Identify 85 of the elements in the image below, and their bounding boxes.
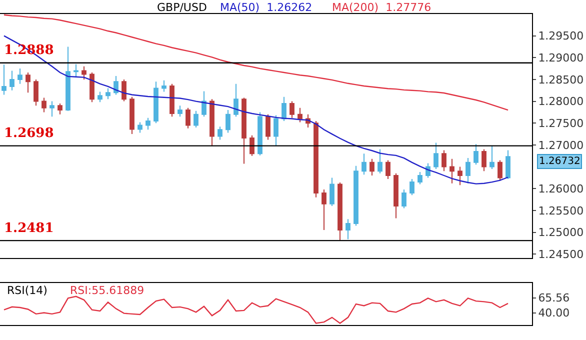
y-tick-label: 1.25500 bbox=[538, 204, 584, 218]
candlestick bbox=[122, 78, 126, 102]
candlestick bbox=[362, 153, 366, 176]
candlestick bbox=[266, 114, 270, 140]
candlestick bbox=[130, 96, 134, 135]
candlestick bbox=[170, 83, 174, 118]
candlestick bbox=[274, 114, 278, 146]
candlestick bbox=[378, 148, 382, 174]
candlestick bbox=[146, 117, 150, 130]
candlestick bbox=[330, 177, 334, 207]
y-tick-label: 1.28500 bbox=[538, 73, 584, 86]
candlestick bbox=[210, 98, 214, 146]
chart-title: GBP/USD bbox=[157, 1, 207, 14]
text: MA(50) 1.26262 bbox=[220, 1, 312, 14]
candlestick bbox=[154, 81, 158, 124]
candlestick bbox=[498, 160, 502, 182]
y-tick-label: 1.28000 bbox=[538, 95, 584, 108]
y-tick-label: 40.00 bbox=[538, 306, 570, 320]
text: MA(200) 1.27776 bbox=[332, 1, 432, 14]
line-series bbox=[3, 296, 509, 324]
candlestick bbox=[346, 218, 350, 240]
y-tick-label: 1.27000 bbox=[538, 138, 584, 152]
candlestick bbox=[26, 72, 30, 94]
series-label: RSI:55.61889 bbox=[70, 284, 144, 297]
candlestick bbox=[194, 110, 198, 128]
candlestick bbox=[242, 97, 246, 164]
candlestick bbox=[434, 142, 438, 170]
candlestick bbox=[258, 112, 262, 156]
candlestick bbox=[338, 182, 342, 241]
candlestick bbox=[442, 150, 446, 172]
candlestick bbox=[418, 172, 422, 185]
candlestick bbox=[474, 144, 478, 166]
candlestick bbox=[18, 68, 22, 84]
y-tick-label: 1.27500 bbox=[538, 116, 584, 130]
candlestick bbox=[322, 188, 326, 231]
candlestick bbox=[490, 145, 494, 170]
candlestick bbox=[58, 102, 62, 115]
chart-title: RSI(14) bbox=[7, 284, 48, 297]
candlestick bbox=[482, 148, 486, 172]
candlestick bbox=[394, 172, 398, 219]
candlestick bbox=[282, 96, 286, 122]
line-series bbox=[3, 35, 509, 184]
y-tick-label: 1.24500 bbox=[538, 248, 584, 261]
candlestick bbox=[66, 46, 70, 112]
candlestick bbox=[290, 100, 294, 118]
y-tick-label: 1.29000 bbox=[538, 52, 584, 64]
candlestick bbox=[386, 160, 390, 180]
candlestick bbox=[42, 97, 46, 113]
candlestick bbox=[98, 91, 102, 103]
y-tick-label: 1.25000 bbox=[538, 226, 584, 240]
line-series bbox=[3, 14, 509, 111]
candlestick bbox=[74, 64, 78, 78]
candlestick bbox=[90, 72, 94, 103]
candlestick bbox=[250, 134, 254, 156]
candlestick bbox=[354, 165, 358, 226]
candlestick bbox=[2, 64, 6, 96]
candlestick bbox=[162, 80, 166, 92]
candlestick bbox=[506, 150, 510, 180]
ref-line-label: 1.2481 bbox=[4, 221, 54, 236]
candlestick bbox=[138, 122, 142, 134]
candlestick bbox=[178, 105, 182, 118]
candlestick bbox=[186, 107, 190, 129]
candlestick bbox=[466, 158, 470, 184]
candlestick bbox=[82, 66, 86, 80]
candlestick bbox=[226, 110, 230, 134]
y-tick-label: 1.29500 bbox=[538, 30, 584, 43]
candlestick bbox=[218, 126, 222, 140]
candlestick bbox=[298, 107, 302, 123]
candlestick bbox=[370, 158, 374, 176]
candlestick bbox=[106, 88, 110, 100]
text: 1.26732 bbox=[539, 156, 580, 167]
candlestick bbox=[10, 70, 14, 91]
y-tick-label: 1.26000 bbox=[538, 182, 584, 196]
candlestick bbox=[50, 100, 54, 118]
candlestick bbox=[450, 158, 454, 184]
candlestick bbox=[202, 90, 206, 118]
candlestick bbox=[114, 75, 118, 96]
y-tick-label: 65.56 bbox=[538, 292, 570, 305]
candlestick bbox=[458, 166, 462, 186]
candlestick bbox=[314, 120, 318, 198]
candlestick bbox=[402, 188, 406, 209]
candlestick bbox=[234, 83, 238, 118]
candlestick bbox=[410, 178, 414, 196]
ref-line-label: 1.2698 bbox=[4, 126, 54, 141]
candlestick bbox=[34, 78, 38, 106]
